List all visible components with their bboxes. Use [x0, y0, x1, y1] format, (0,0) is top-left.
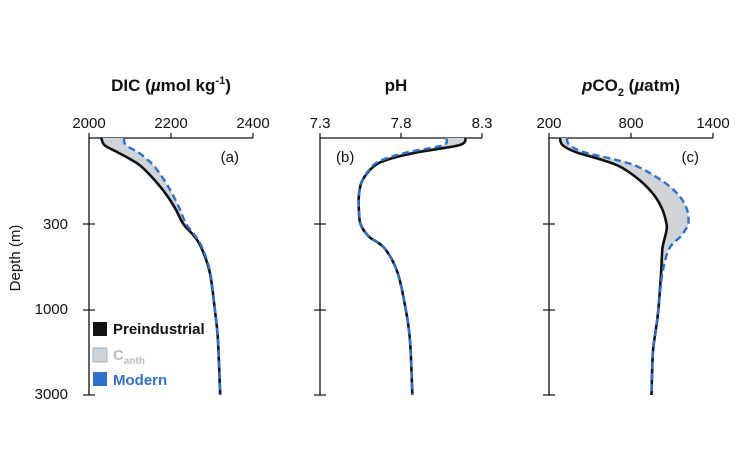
panel-a-x-tick-label: 2200 [154, 115, 187, 132]
panel-b-preindustrial-line [357, 137, 467, 396]
legend-label-canth: Canth [113, 347, 145, 367]
legend-swatch-modern [93, 372, 107, 386]
panel-b-x-tick-label: 7.8 [391, 115, 412, 132]
legend: Preindustrial Canth Modern [92, 321, 205, 389]
plot-area [83, 133, 714, 396]
legend-label-preindustrial: Preindustrial [113, 321, 205, 338]
panel-c-modern-line [565, 137, 690, 396]
panel-c-canth-fill [559, 138, 689, 395]
panel-b-modern-line [357, 137, 449, 396]
panel-a-x-tick-label: 2400 [236, 115, 269, 132]
panel-c-x-tick-label: 1400 [696, 115, 729, 132]
panel-c-title: pCO2 (µatm) [581, 76, 680, 99]
panel-c-x-tick-label: 200 [536, 115, 561, 132]
panel-a-tag: (a) [221, 149, 239, 166]
panel-a-title: DIC (µmol kg-1) [111, 75, 231, 95]
panel-b-x-tick-label: 8.3 [472, 115, 493, 132]
y-axis-label: Depth (m) [7, 225, 24, 292]
panel-a-modern-line [122, 137, 222, 396]
y-tick-label: 300 [43, 216, 68, 233]
panel-c-tag: (c) [682, 149, 700, 166]
legend-swatch-preindustrial [93, 322, 107, 336]
y-tick-label: 3000 [35, 386, 68, 403]
panel-b-title: pH [385, 76, 408, 95]
panel-b-tag: (b) [336, 149, 354, 166]
panel-c-x-tick-label: 800 [618, 115, 643, 132]
panel-a-x-tick-label: 2000 [72, 115, 105, 132]
y-tick-label: 1000 [35, 301, 68, 318]
panel-c-preindustrial-line [558, 137, 669, 396]
panel-b-x-tick-label: 7.3 [310, 115, 331, 132]
legend-label-modern: Modern [113, 372, 167, 389]
legend-swatch-canth [92, 347, 108, 363]
